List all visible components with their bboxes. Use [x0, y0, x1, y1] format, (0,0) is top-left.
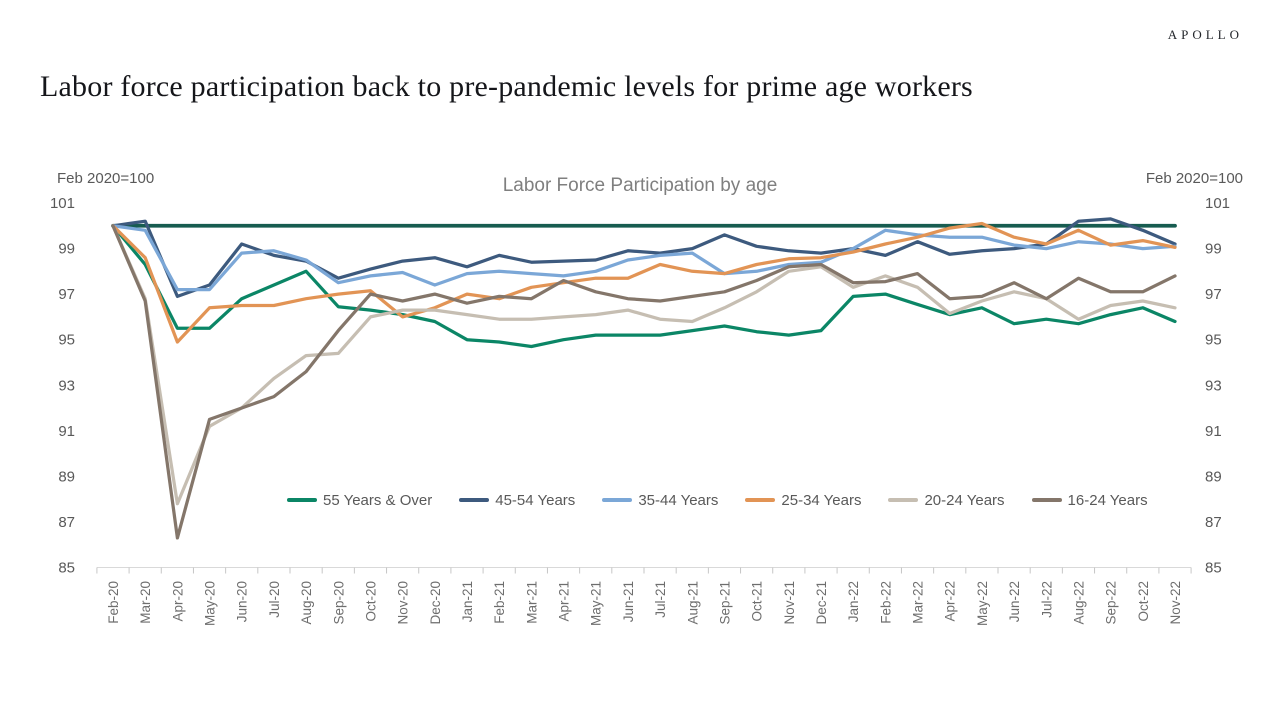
y-axis-label-right: 95: [1205, 332, 1222, 349]
x-axis-label: Jun-21: [621, 581, 636, 622]
x-axis-label: Apr-21: [557, 581, 572, 622]
legend-label: 25-34 Years: [781, 491, 862, 509]
x-axis-label: Nov-21: [782, 581, 797, 625]
legend-item-45-54-years: 45-54 Years: [459, 492, 575, 509]
x-axis-label: Jun-20: [235, 581, 250, 622]
y-axis-label-left: 91: [58, 423, 75, 440]
x-axis-label: Aug-22: [1071, 581, 1086, 625]
chart-legend: 55 Years & Over 45-54 Years 35-44 Years 25-…: [287, 489, 1148, 511]
legend-label: 45-54 Years: [495, 491, 576, 509]
legend-item-25-34-years: 25-34 Years: [745, 492, 861, 509]
y-axis-label-left: 93: [58, 377, 75, 394]
x-axis-label: May-20: [203, 581, 218, 626]
x-axis-label: Mar-21: [524, 581, 539, 624]
legend-item-55-years-over: 55 Years & Over: [287, 492, 432, 509]
x-axis-label: Jan-21: [460, 581, 475, 622]
legend-swatch-45-54-years: [459, 498, 490, 502]
y-axis-label-left: 85: [58, 560, 75, 577]
x-axis-label: Feb-20: [106, 581, 121, 624]
series-line-55-years-over: [111, 224, 1177, 349]
legend-swatch-20-24-years: [888, 498, 919, 502]
x-axis-label: Jul-21: [653, 581, 668, 618]
right-axis-note: Feb 2020=100: [1145, 170, 1243, 187]
y-axis-label-right: 97: [1205, 286, 1222, 303]
legend-label: 16-24 Years: [1067, 491, 1148, 509]
series-line-25-34-years: [111, 221, 1177, 344]
y-axis-label-right: 91: [1205, 423, 1222, 440]
x-axis-label: Jun-22: [1007, 581, 1022, 622]
x-axis-label: May-21: [589, 581, 604, 626]
y-axis-label-right: 87: [1205, 514, 1222, 531]
legend-swatch-55-years-over: [287, 498, 317, 502]
legend-item-35-44-years: 35-44 Years: [602, 492, 718, 509]
x-axis-label: Oct-20: [363, 581, 378, 622]
x-axis-label: Apr-20: [170, 581, 185, 622]
y-axis-label-right: 93: [1205, 377, 1222, 394]
chart-title: Labor Force Participation by age: [502, 175, 778, 196]
series-line-16-24-years: [111, 224, 1177, 540]
legend-swatch-25-34-years: [745, 498, 776, 502]
series-line-20-24-years: [111, 224, 1177, 506]
y-axis-label-right: 101: [1205, 195, 1230, 212]
x-axis-label: Feb-22: [878, 581, 893, 624]
y-axis-label-right: 85: [1205, 560, 1222, 577]
x-axis-label: Sep-21: [717, 581, 732, 625]
y-axis-label-left: 99: [58, 241, 75, 258]
x-axis-label: Dec-20: [428, 581, 443, 625]
legend-label: 20-24 Years: [924, 491, 1005, 509]
legend-label: 55 Years & Over: [323, 491, 433, 509]
x-axis-label: Nov-22: [1168, 581, 1183, 625]
x-axis-label: Oct-22: [1136, 581, 1151, 622]
x-axis-label: Aug-21: [685, 581, 700, 625]
series-line-35-44-years: [111, 224, 1177, 292]
x-axis-label: Mar-20: [138, 581, 153, 624]
x-axis-label: Nov-20: [396, 581, 411, 625]
y-axis-label-left: 95: [58, 332, 75, 349]
x-axis-label: Apr-22: [943, 581, 958, 622]
legend-label: 35-44 Years: [638, 491, 719, 509]
page-title: Labor force participation back to pre-pa…: [40, 70, 973, 104]
y-axis-label-left: 89: [58, 468, 75, 485]
legend-item-20-24-years: 20-24 Years: [888, 491, 1005, 509]
x-axis-label: Jul-22: [1039, 581, 1054, 618]
x-axis-label: Jan-22: [846, 581, 861, 622]
x-axis-label: Feb-21: [492, 581, 507, 624]
series-line-45-54-years: [111, 217, 1177, 299]
x-axis-label: Mar-22: [911, 581, 926, 624]
legend-item-16-24-years: 16-24 Years: [1031, 491, 1148, 509]
x-axis-label: Dec-21: [814, 581, 829, 625]
y-axis-label-left: 97: [58, 286, 75, 303]
apollo-logo: APOLLO: [1167, 27, 1243, 42]
x-axis-label: May-22: [975, 581, 990, 626]
x-axis-label: Oct-21: [750, 581, 765, 622]
y-axis-label-right: 99: [1205, 241, 1222, 258]
y-axis-label-left: 101: [50, 195, 75, 212]
y-axis-label-left: 87: [58, 514, 75, 531]
x-axis-label: Sep-22: [1104, 581, 1119, 625]
x-axis-label: Jul-20: [267, 581, 282, 618]
x-axis-label: Sep-20: [331, 581, 346, 625]
left-axis-note: Feb 2020=100: [57, 170, 155, 187]
y-axis-label-right: 89: [1205, 468, 1222, 485]
legend-swatch-16-24-years: [1031, 498, 1062, 502]
legend-swatch-35-44-years: [602, 498, 633, 502]
x-axis-label: Aug-20: [299, 581, 314, 625]
